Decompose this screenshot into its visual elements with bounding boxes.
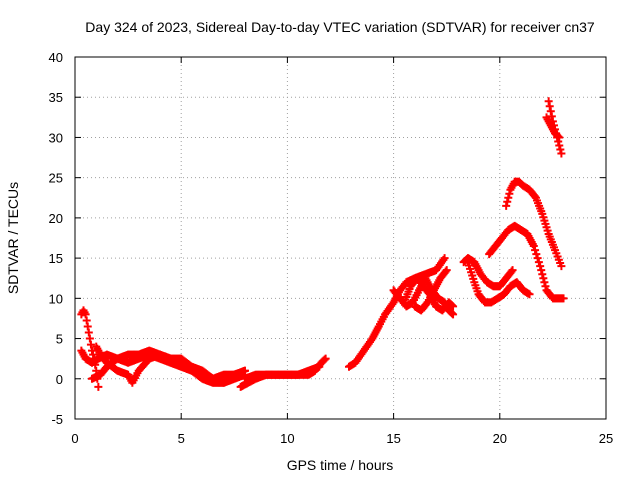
y-tick-label: 40 xyxy=(49,50,63,65)
data-point xyxy=(441,267,450,276)
data-point xyxy=(555,133,564,142)
data-point xyxy=(532,250,541,259)
series-track-n xyxy=(502,177,566,271)
data-point xyxy=(449,302,458,311)
y-tick-label: 0 xyxy=(56,372,63,387)
x-tick-label: 25 xyxy=(599,431,613,446)
data-point xyxy=(544,97,553,106)
data-point xyxy=(84,328,93,337)
series-track-f xyxy=(236,362,324,391)
data-point xyxy=(540,278,549,287)
y-tick-label: 25 xyxy=(49,171,63,186)
data-point xyxy=(557,262,566,271)
series-track-m xyxy=(485,221,568,303)
y-tick-label: 5 xyxy=(56,332,63,347)
y-tick-label: 30 xyxy=(49,130,63,145)
data-point xyxy=(86,340,95,349)
data-point xyxy=(449,310,458,319)
data-point xyxy=(321,354,330,363)
plot-frame xyxy=(74,56,607,420)
y-tick-label: 15 xyxy=(49,251,63,266)
data-point xyxy=(85,334,94,343)
data-point xyxy=(503,197,512,206)
data-point xyxy=(529,242,538,251)
series-track-p xyxy=(542,113,564,142)
data-point xyxy=(507,267,516,276)
data-points xyxy=(77,97,568,391)
data-point xyxy=(440,254,449,263)
data-point xyxy=(83,322,92,331)
data-point xyxy=(546,107,555,116)
series-track-d xyxy=(87,346,249,387)
data-point xyxy=(559,294,568,303)
grid-lines xyxy=(75,57,606,419)
data-point xyxy=(555,141,564,150)
data-point xyxy=(536,262,545,271)
data-point xyxy=(315,362,324,371)
data-point xyxy=(505,189,514,198)
data-point xyxy=(545,102,554,111)
y-tick-label: -5 xyxy=(51,412,63,427)
data-point xyxy=(502,201,511,210)
data-point xyxy=(448,309,457,318)
chart-title: Day 324 of 2023, Sidereal Day-to-day VTE… xyxy=(85,19,595,35)
data-point xyxy=(541,282,550,291)
data-point xyxy=(525,290,534,299)
x-tick-label: 15 xyxy=(386,431,400,446)
series-track-l xyxy=(463,258,534,307)
data-point xyxy=(508,266,517,275)
data-point xyxy=(442,266,451,275)
data-point xyxy=(89,350,98,359)
data-point xyxy=(534,258,543,267)
y-tick-label: 20 xyxy=(49,211,63,226)
x-axis-label: GPS time / hours xyxy=(287,457,394,473)
data-point xyxy=(554,132,563,141)
x-tick-label: 10 xyxy=(280,431,294,446)
data-point xyxy=(320,355,329,364)
data-point xyxy=(547,112,556,121)
data-point xyxy=(556,145,565,154)
data-point xyxy=(539,274,548,283)
x-tick-label: 20 xyxy=(493,431,507,446)
data-point xyxy=(538,270,547,279)
data-point xyxy=(504,193,513,202)
series-track-g xyxy=(344,254,449,371)
data-point xyxy=(531,246,540,255)
series-track-j xyxy=(410,266,451,315)
data-point xyxy=(557,149,566,158)
x-tick-label: 0 xyxy=(71,431,78,446)
x-tick-label: 5 xyxy=(178,431,185,446)
data-point xyxy=(537,266,546,275)
data-point xyxy=(94,382,103,391)
data-point xyxy=(81,310,90,319)
data-point xyxy=(533,254,542,263)
y-tick-label: 35 xyxy=(49,90,63,105)
data-point xyxy=(448,301,457,310)
data-point xyxy=(82,316,91,325)
data-point xyxy=(530,192,539,201)
y-axis-label: SDTVAR / TECUs xyxy=(5,182,21,294)
y-tick-label: 10 xyxy=(49,291,63,306)
